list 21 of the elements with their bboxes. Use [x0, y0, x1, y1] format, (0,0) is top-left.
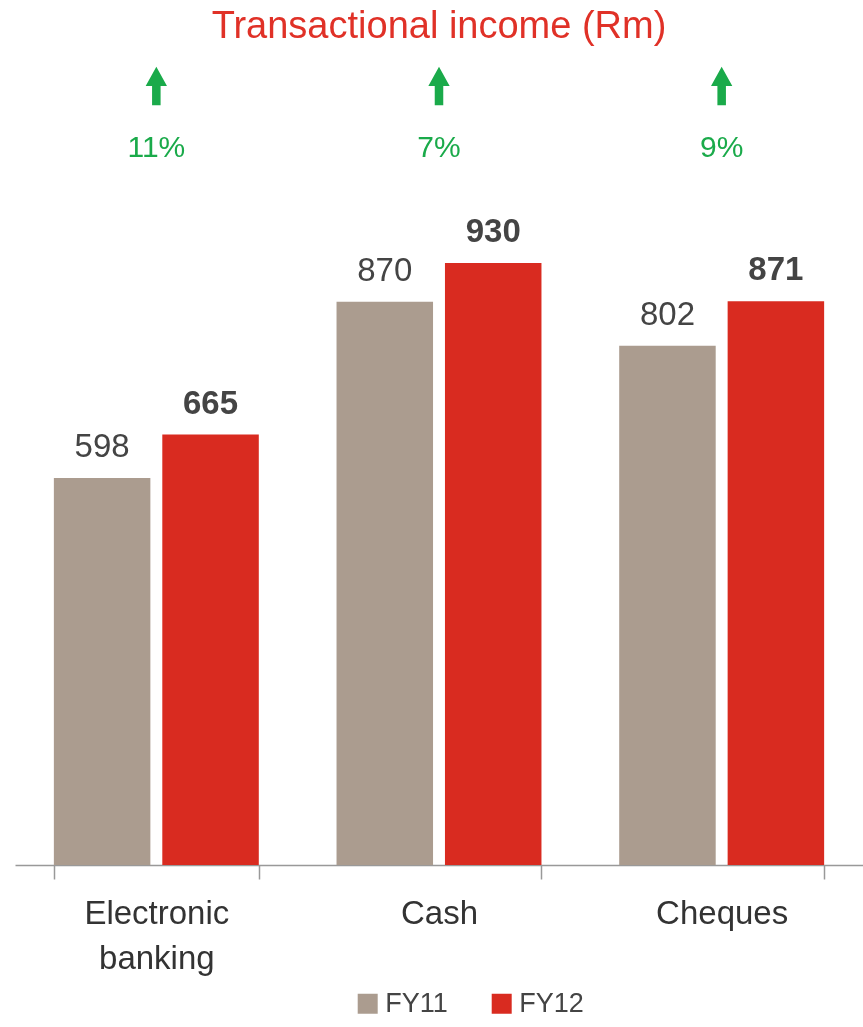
- legend-label: FY11: [385, 987, 448, 1018]
- x-tick-label: Cheques: [656, 893, 789, 931]
- text: 11%: [127, 130, 186, 163]
- data-label: 871: [748, 250, 804, 288]
- bar: [619, 345, 716, 865]
- legend-label: FY12: [519, 987, 584, 1018]
- bar: [162, 434, 259, 865]
- data-label: 870: [357, 250, 413, 288]
- data-label: 665: [183, 383, 239, 421]
- x-tick-label: Cash: [400, 893, 479, 931]
- data-label: 598: [74, 426, 130, 464]
- x-tick-label: Electronic banking: [84, 893, 230, 976]
- text: 9%: [699, 130, 744, 163]
- data-label: 802: [639, 294, 695, 332]
- bar: [336, 301, 434, 865]
- text: 7%: [417, 130, 461, 163]
- chart-title: Transactional income (Rm): [211, 4, 667, 46]
- data-label: 930: [465, 212, 521, 249]
- bar: [727, 301, 825, 865]
- bar: [53, 477, 151, 865]
- bar: [444, 263, 542, 865]
